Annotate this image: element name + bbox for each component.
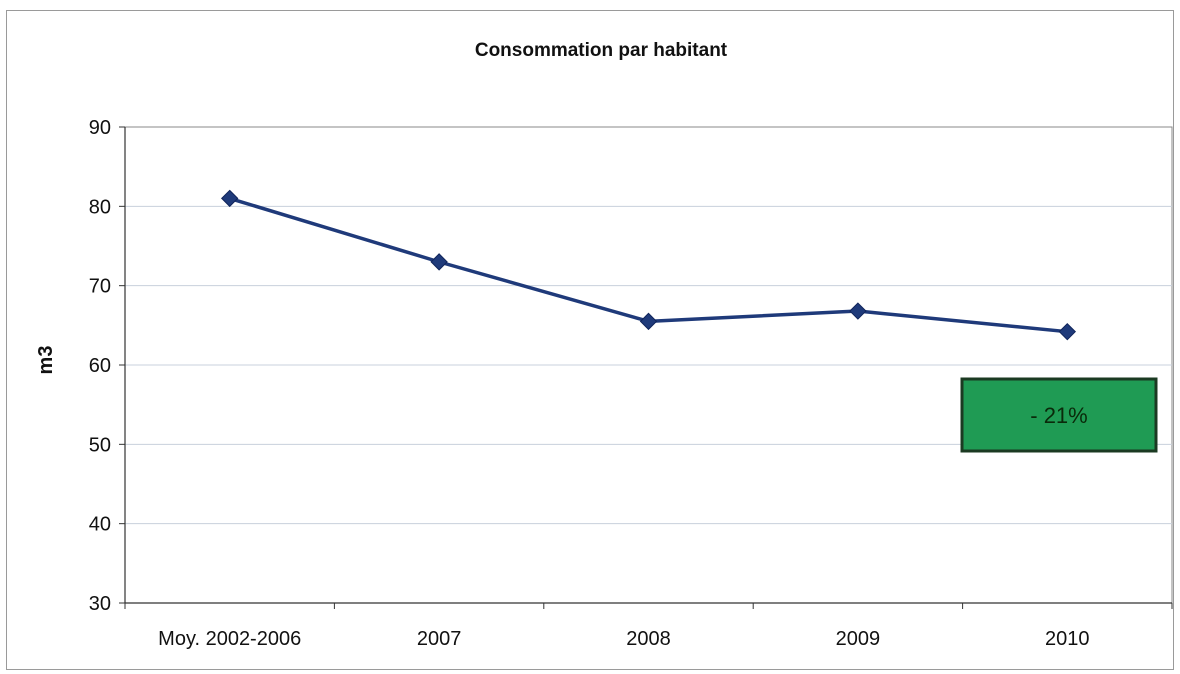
chart-title: Consommation par habitant [474,40,728,61]
series-line [229,196,1068,334]
x-tick-label: 2008 [626,628,671,650]
reduction-badge-label: - 21% [1030,403,1087,428]
x-tick-label: 2010 [1045,628,1090,650]
x-tick-label: 2009 [836,628,881,650]
y-tick-label: 70 [89,276,111,298]
reduction-badge [960,377,1158,453]
y-tick-label: 30 [89,593,111,615]
y-axis-title: m3 [35,346,57,375]
data-point-marker [639,312,658,331]
x-tick-label: 2007 [417,628,462,650]
y-tick-label: 80 [89,196,111,218]
y-tick-label: 50 [89,434,111,456]
chart-frame [6,10,1174,670]
data-point-marker [1058,322,1077,341]
data-point-marker [220,189,239,208]
y-tick-label: 90 [89,117,111,139]
y-tick-label: 60 [89,355,111,377]
data-point-marker [849,302,867,320]
data-point-marker [430,253,448,271]
y-tick-label: 40 [89,514,111,536]
x-tick-label: Moy. 2002-2006 [158,628,301,650]
